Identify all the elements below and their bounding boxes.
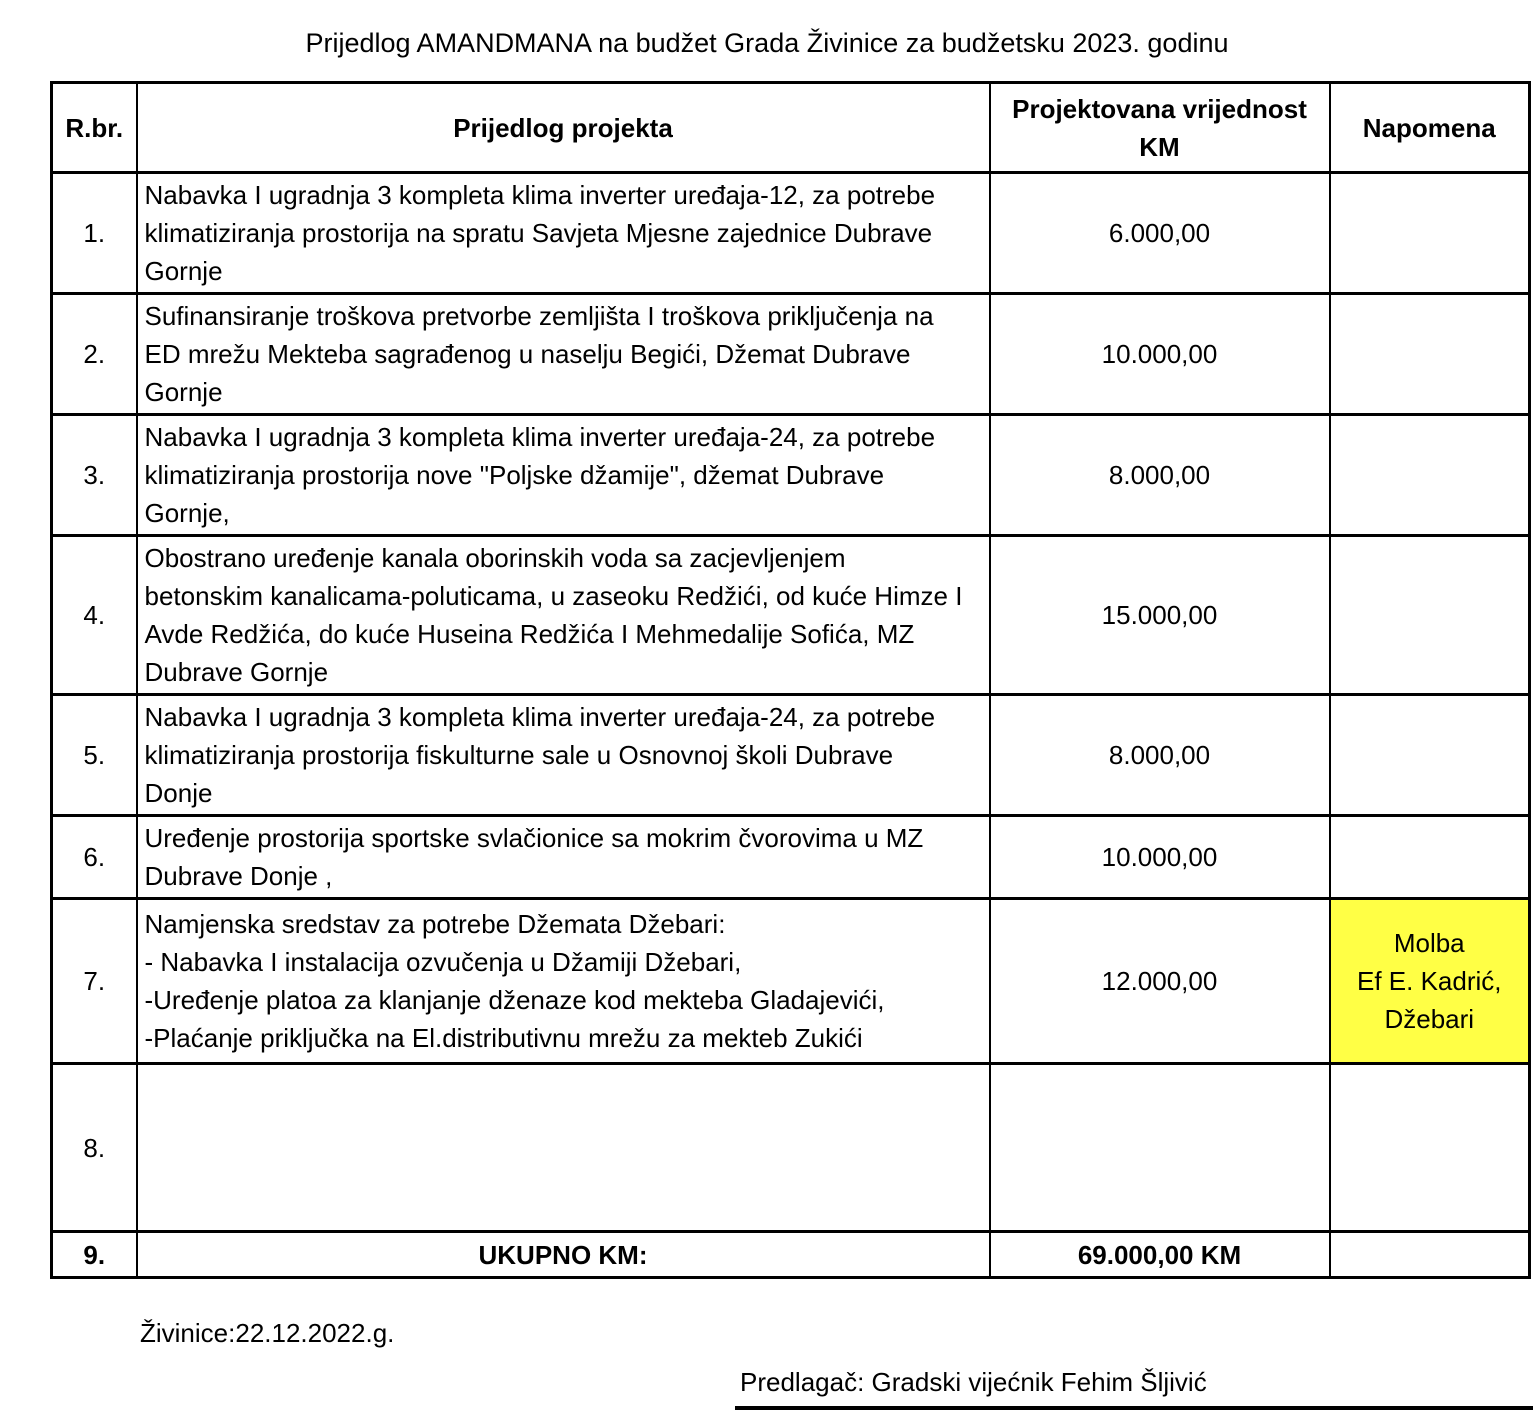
project-description: Sufinansiranje troškova pretvorbe zemlji… [135, 292, 991, 416]
project-description: Namjenska sredstav za potrebe Džemata Dž… [135, 897, 991, 1065]
project-description: Uređenje prostorija sportske svlačionice… [135, 814, 991, 900]
row-number: 1. [50, 171, 138, 295]
total-row-number: 9. [50, 1230, 138, 1279]
table-row: 8. [50, 1062, 1531, 1233]
header-project: Prijedlog projekta [135, 81, 991, 174]
row-number: 4. [50, 534, 138, 696]
total-label: UKUPNO KM: [135, 1230, 991, 1279]
projected-value: 10.000,00 [988, 292, 1331, 416]
header-rbr: R.br. [50, 81, 138, 174]
total-note-cell [1328, 1230, 1531, 1279]
note-cell [1328, 534, 1531, 696]
table-row: 4. Obostrano uređenje kanala oborinskih … [50, 534, 1531, 696]
projected-value: 12.000,00 [988, 897, 1331, 1065]
table-row: 2. Sufinansiranje troškova pretvorbe zem… [50, 292, 1531, 416]
note-cell [1328, 693, 1531, 817]
total-row: 9. UKUPNO KM: 69.000,00 KM [50, 1230, 1531, 1279]
row-number: 7. [50, 897, 138, 1065]
proposer-signature-line: Predlagač: Gradski vijećnik Fehim Šljivi… [735, 1365, 1533, 1410]
place-date: Živinice:22.12.2022.g. [140, 1318, 395, 1348]
note-cell [1328, 814, 1531, 900]
projected-value: 8.000,00 [988, 693, 1331, 817]
row-number: 3. [50, 413, 138, 537]
projected-value: 6.000,00 [988, 171, 1331, 295]
row-number: 6. [50, 814, 138, 900]
row-number: 2. [50, 292, 138, 416]
projected-value [988, 1062, 1331, 1233]
table-row: 5. Nabavka I ugradnja 3 kompleta klima i… [50, 693, 1531, 817]
header-note: Napomena [1328, 81, 1531, 174]
project-description: Nabavka I ugradnja 3 kompleta klima inve… [135, 693, 991, 817]
project-description: Nabavka I ugradnja 3 kompleta klima inve… [135, 171, 991, 295]
project-description: Obostrano uređenje kanala oborinskih vod… [135, 534, 991, 696]
projected-value: 10.000,00 [988, 814, 1331, 900]
table-row: 1. Nabavka I ugradnja 3 kompleta klima i… [50, 171, 1531, 295]
header-value: Projektovana vrijednost KM [988, 81, 1331, 174]
page-title: Prijedlog AMANDMANA na budžet Grada Živi… [305, 28, 1229, 58]
proposer-label: Predlagač: Gradski vijećnik Fehim Šljivi… [740, 1367, 1207, 1397]
total-value: 69.000,00 KM [988, 1230, 1331, 1279]
note-cell [1328, 292, 1531, 416]
row-number: 5. [50, 693, 138, 817]
row-number: 8. [50, 1062, 138, 1233]
table-header-row: R.br. Prijedlog projekta Projektovana vr… [50, 81, 1531, 174]
note-cell-highlighted: Molba Ef E. Kadrić, Džebari [1328, 897, 1531, 1065]
table-row: 6. Uređenje prostorija sportske svlačion… [50, 814, 1531, 900]
note-cell [1328, 413, 1531, 537]
table-row: 3. Nabavka I ugradnja 3 kompleta klima i… [50, 413, 1531, 537]
note-cell [1328, 1062, 1531, 1233]
project-description [135, 1062, 991, 1233]
projected-value: 8.000,00 [988, 413, 1331, 537]
project-description: Nabavka I ugradnja 3 kompleta klima inve… [135, 413, 991, 537]
amendments-table: R.br. Prijedlog projekta Projektovana vr… [50, 81, 1531, 1279]
table-row: 7. Namjenska sredstav za potrebe Džemata… [50, 897, 1531, 1065]
projected-value: 15.000,00 [988, 534, 1331, 696]
note-cell [1328, 171, 1531, 295]
